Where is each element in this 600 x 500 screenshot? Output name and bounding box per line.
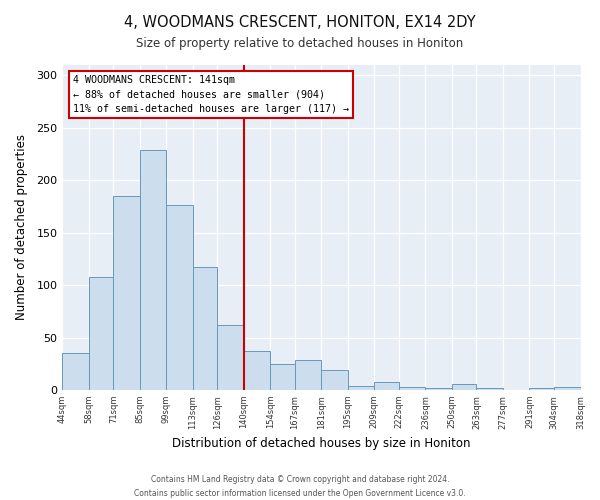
Text: 4, WOODMANS CRESCENT, HONITON, EX14 2DY: 4, WOODMANS CRESCENT, HONITON, EX14 2DY	[124, 15, 476, 30]
Text: Size of property relative to detached houses in Honiton: Size of property relative to detached ho…	[136, 38, 464, 51]
Bar	[452, 384, 476, 390]
Bar	[62, 353, 89, 390]
Bar	[476, 388, 503, 390]
Bar	[166, 206, 193, 390]
Bar	[89, 276, 113, 390]
Text: Contains HM Land Registry data © Crown copyright and database right 2024.
Contai: Contains HM Land Registry data © Crown c…	[134, 476, 466, 498]
Text: 4 WOODMANS CRESCENT: 141sqm
← 88% of detached houses are smaller (904)
11% of se: 4 WOODMANS CRESCENT: 141sqm ← 88% of det…	[73, 74, 349, 114]
Bar	[295, 360, 322, 390]
Bar	[244, 351, 271, 390]
Bar	[322, 370, 348, 390]
Bar	[374, 382, 399, 390]
Bar	[554, 387, 581, 390]
Bar	[529, 388, 554, 390]
Y-axis label: Number of detached properties: Number of detached properties	[15, 134, 28, 320]
X-axis label: Distribution of detached houses by size in Honiton: Distribution of detached houses by size …	[172, 437, 470, 450]
Bar	[425, 388, 452, 390]
Bar	[399, 387, 425, 390]
Bar	[140, 150, 166, 390]
Bar	[348, 386, 374, 390]
Bar	[193, 268, 217, 390]
Bar	[271, 364, 295, 390]
Bar	[113, 196, 140, 390]
Bar	[217, 325, 244, 390]
